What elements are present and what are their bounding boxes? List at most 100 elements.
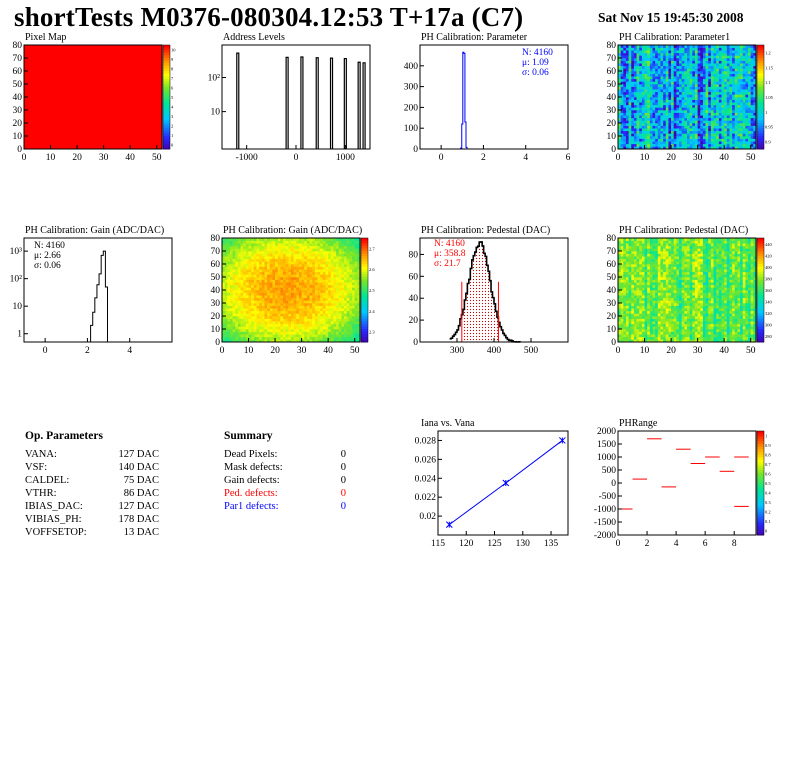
heatmap-cell [740,47,744,51]
heatmap-cell [229,287,233,291]
heatmap-cell [623,68,627,72]
heatmap-cell [240,323,244,327]
heatmap-cell [269,282,273,286]
heatmap-cell [700,136,704,139]
heatmap-cell [631,94,635,98]
heatmap-cell [288,277,292,280]
heatmap-cell [623,107,627,111]
heatmap-cell [679,102,682,106]
heatmap-cell [750,81,754,85]
heatmap-cell [705,128,709,132]
heatmap-cell [673,52,677,56]
heatmap-cell [618,130,621,134]
x-tick-label: 40 [323,346,333,356]
heatmap-cell [750,123,754,126]
heatmap-cell [325,258,329,262]
heatmap-cell [620,318,624,322]
heatmap-cell [716,97,720,100]
heatmap-cell [631,141,635,145]
heatmap-cell [702,102,706,106]
heatmap-cell [245,251,249,254]
heatmap-cell [716,104,720,108]
heatmap-cell [734,73,738,77]
heatmap-cell [298,279,302,283]
histogram-line [460,51,468,149]
heatmap-cell [304,316,308,319]
heatmap-cell [716,47,720,51]
heatmap-cell [625,115,629,119]
heatmap-cell [277,248,281,252]
heatmap-cell [330,316,334,319]
heatmap-cell [660,112,664,116]
heatmap-cell [349,284,353,288]
heatmap-cell [639,73,643,77]
heatmap-cell [628,91,632,95]
heatmap-cell [269,287,273,291]
heatmap-cell [726,120,730,124]
heatmap-cell [676,115,680,119]
heatmap-cell [639,292,643,296]
heatmap-cell [298,238,302,241]
heatmap-cell [641,138,645,142]
heatmap-cell [328,323,332,327]
heatmap-cell [256,274,260,278]
heatmap-cell [320,282,324,286]
heatmap-cell [306,264,310,267]
heatmap-cell [729,73,733,77]
heatmap-cell [748,68,751,72]
y-tick-label: 70 [13,54,23,64]
heatmap-cell [224,318,228,322]
heatmap-cell [256,308,260,312]
heatmap-cell [338,238,342,241]
heatmap-cell [694,112,698,116]
heatmap-cell [232,240,236,244]
heatmap-cell [737,99,741,103]
heatmap-cell [256,277,260,280]
heatmap-cell [740,136,744,139]
heatmap-cell [750,130,754,134]
heatmap-cell [700,78,704,82]
heatmap-cell [227,253,231,257]
heatmap-cell [317,287,321,291]
heatmap-cell [314,305,318,309]
heatmap-cell [732,84,736,87]
heatmap-cell [745,78,749,82]
heatmap-cell [240,240,244,244]
heatmap-cell [644,300,648,304]
heatmap-cell [237,316,241,319]
heatmap-cell [689,107,693,111]
heatmap-cell [745,84,749,87]
heatmap-cell [623,245,627,249]
heatmap-cell [229,245,233,249]
heatmap-cell [684,55,688,59]
heatmap-cell [344,261,348,265]
heatmap-cell [628,274,632,278]
heatmap-cell [633,303,637,306]
heatmap-cell [229,300,233,304]
heatmap-cell [628,112,632,116]
heatmap-cell [639,240,643,244]
heatmap-cell [312,334,316,338]
heatmap-cell [700,110,704,113]
heatmap-cell [737,60,741,64]
heatmap-cell [740,81,744,85]
heatmap-cell [352,253,355,257]
heatmap-cell [628,73,632,77]
heatmap-cell [259,271,263,275]
heatmap-cell [639,243,643,247]
heatmap-cell [243,292,247,296]
heatmap-cell [325,269,329,273]
heatmap-cell [663,99,667,103]
heatmap-cell [665,78,669,82]
heatmap-cell [256,243,260,247]
heatmap-cell [668,102,672,106]
heatmap-cell [687,94,690,98]
heatmap-cell [745,104,749,108]
heatmap-cell [705,104,709,108]
heatmap-cell [628,316,632,319]
heatmap-cell [328,316,332,319]
heatmap-cell [618,248,621,252]
palette-cell [757,84,764,88]
heatmap-cell [681,125,685,129]
heatmap-cell [322,329,326,332]
